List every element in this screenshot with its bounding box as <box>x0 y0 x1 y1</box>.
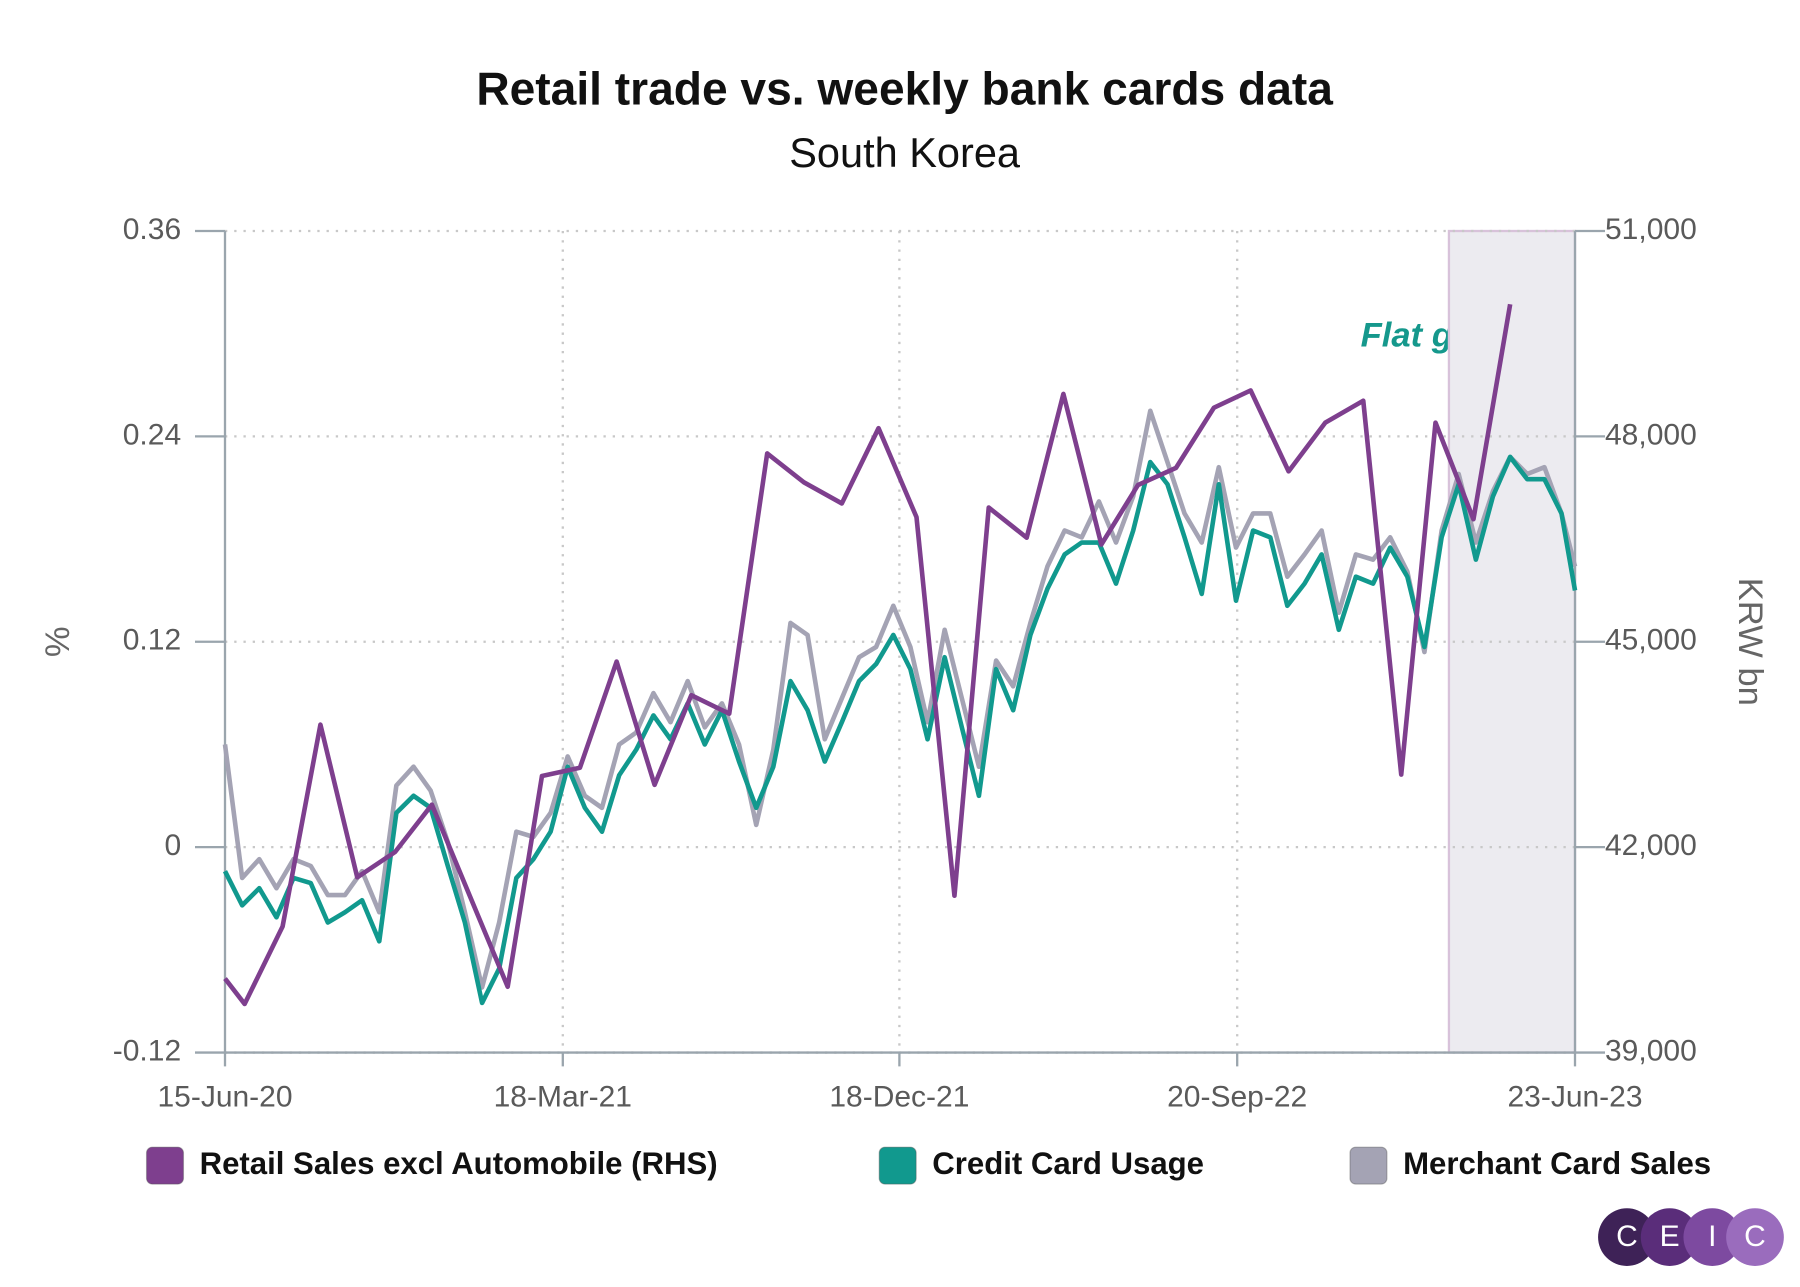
logo-circle <box>1683 1208 1742 1266</box>
series-line <box>223 303 1513 1007</box>
legend-swatch <box>1349 1146 1388 1185</box>
y-tick-label: -0.12 <box>113 1034 181 1067</box>
x-tick-label: 15-Jun-20 <box>157 1081 292 1114</box>
legend-swatch <box>145 1146 185 1185</box>
y-axis-title: % <box>39 626 77 657</box>
logo-letter: C <box>1616 1220 1638 1253</box>
legend-swatch <box>878 1146 917 1185</box>
logo-letter: E <box>1660 1220 1680 1253</box>
logo-circle <box>1726 1208 1784 1266</box>
x-tick-label: 18-Dec-21 <box>829 1081 969 1114</box>
highlight-band <box>1447 229 1577 1054</box>
legend-label: Credit Card Usage <box>932 1146 1204 1181</box>
y2-tick-label: 45,000 <box>1605 624 1697 657</box>
logo-circle <box>1598 1208 1656 1266</box>
y2-tick-label: 51,000 <box>1605 213 1697 246</box>
x-tick-label: 18-Mar-21 <box>494 1081 632 1114</box>
legend-label: Retail Sales excl Automobile (RHS) <box>200 1146 718 1181</box>
y2-tick-label: 48,000 <box>1605 418 1697 451</box>
series-line <box>222 454 1578 1006</box>
chart-title: Retail trade vs. weekly bank cards data <box>476 63 1333 115</box>
y2-axis-title: KRW bn <box>1731 578 1769 706</box>
logo-letter: C <box>1744 1220 1766 1253</box>
legend-label: Merchant Card Sales <box>1403 1146 1711 1181</box>
chart-subtitle: South Korea <box>789 129 1021 176</box>
y-tick-label: 0 <box>164 829 181 862</box>
logo-letter: I <box>1708 1220 1716 1253</box>
x-tick-label: 20-Sep-22 <box>1167 1081 1307 1114</box>
y-tick-label: 0.12 <box>123 624 181 657</box>
y2-tick-label: 39,000 <box>1605 1034 1697 1067</box>
y-tick-label: 0.36 <box>123 213 181 246</box>
logo-circle <box>1640 1208 1699 1266</box>
y-tick-label: 0.24 <box>123 418 181 451</box>
y2-tick-label: 42,000 <box>1605 829 1697 862</box>
x-tick-label: 23-Jun-23 <box>1507 1081 1642 1114</box>
